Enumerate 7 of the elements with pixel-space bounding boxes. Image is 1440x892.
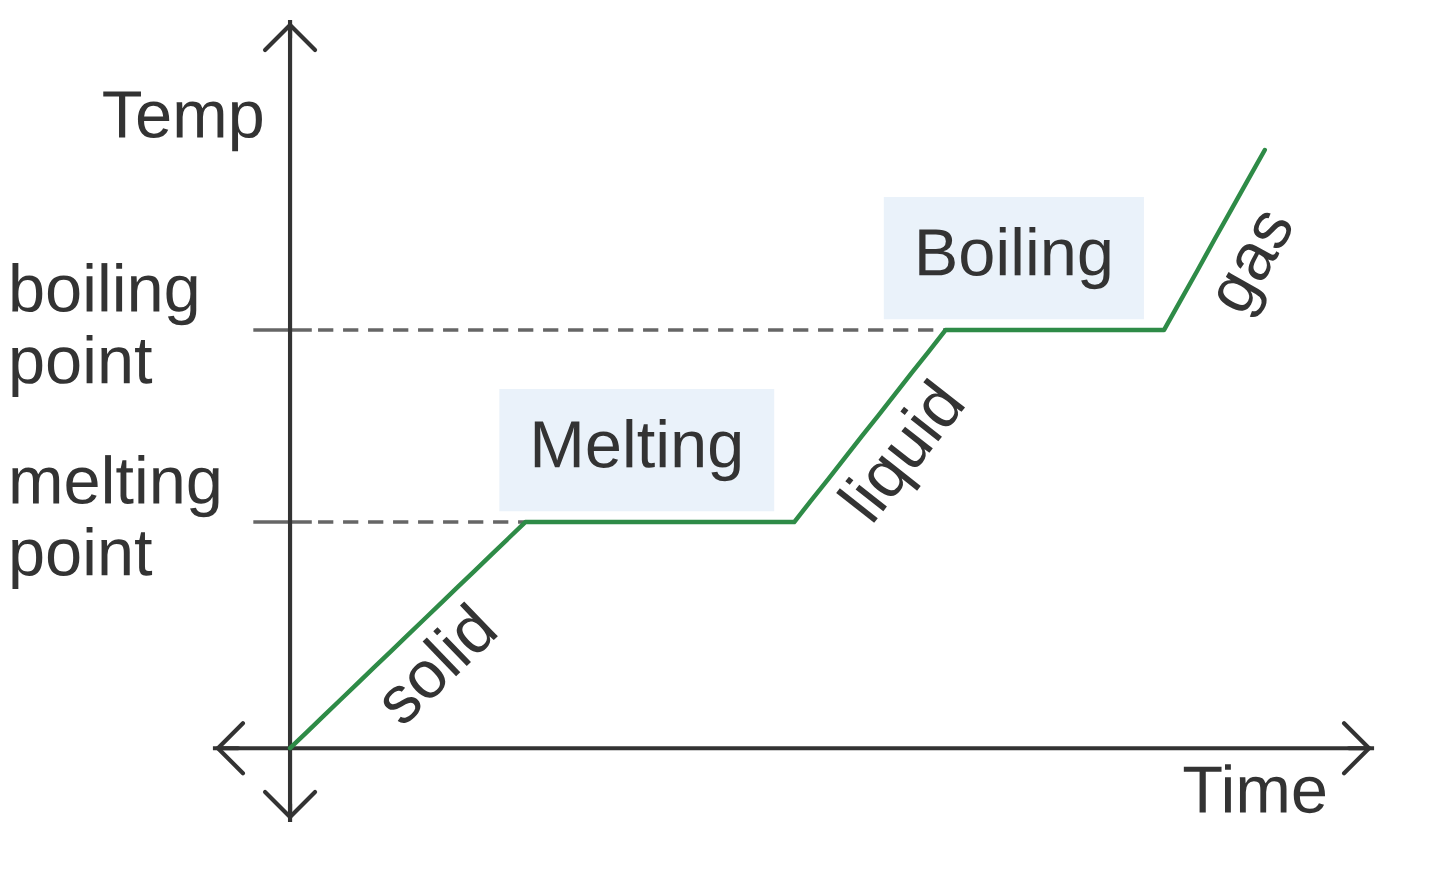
y-axis-title: Temp (103, 91, 262, 152)
annotation: gas (1213, 208, 1307, 323)
annotation: Melting (534, 419, 740, 482)
ref-line-label: boiling point (12, 263, 197, 398)
x-axis-title: Time (1183, 764, 1326, 814)
annotation: Boiling (919, 227, 1110, 290)
ref-line-label: melting point (12, 455, 219, 590)
